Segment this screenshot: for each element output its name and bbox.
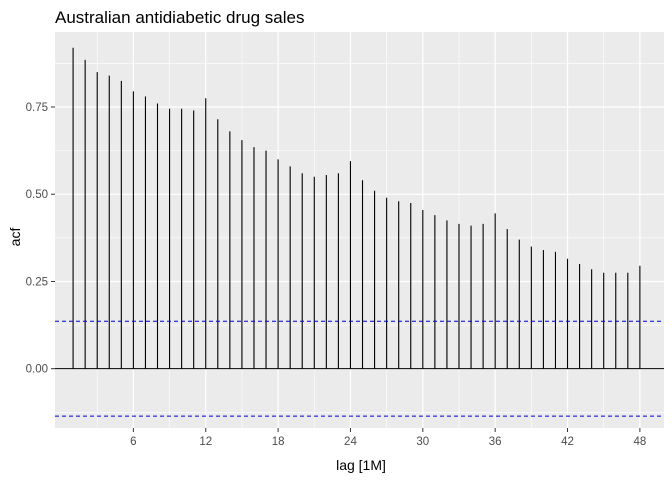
x-tick-label: 12 (199, 436, 212, 448)
acf-bars (55, 47, 664, 370)
x-tick-label: 42 (561, 436, 574, 448)
x-tick-label: 30 (416, 436, 429, 448)
y-tick-label: 0.50 (26, 189, 48, 201)
y-axis-ticks: 0.00 0.25 0.50 0.75 (26, 102, 55, 376)
x-tick-label: 24 (344, 436, 357, 448)
x-tick-label: 48 (633, 436, 646, 448)
x-tick-label: 18 (272, 436, 285, 448)
confidence-bounds (55, 320, 664, 417)
y-tick-label: 0.25 (26, 276, 48, 288)
chart-title: Australian antidiabetic drug sales (55, 8, 304, 27)
plot-panel (55, 32, 664, 428)
x-axis-title: lag [1M] (336, 457, 386, 473)
y-tick-label: 0.75 (26, 102, 48, 114)
y-tick-label: 0.00 (26, 364, 48, 376)
x-tick-label: 36 (489, 436, 502, 448)
x-tick-label: 6 (130, 436, 136, 448)
x-axis-ticks: 6 12 18 24 30 36 42 48 (130, 428, 646, 448)
y-axis-title: acf (7, 228, 23, 247)
